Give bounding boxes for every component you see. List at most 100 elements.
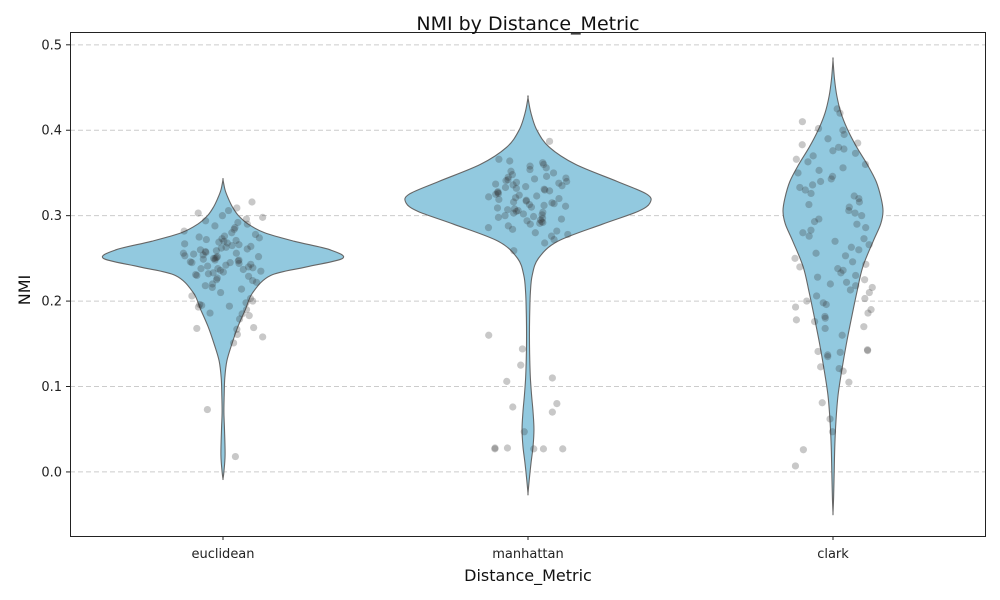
data-point-clark <box>812 249 820 257</box>
data-point-manhattan <box>504 176 512 184</box>
data-point-euclidean <box>180 227 188 235</box>
x-tick-label: clark <box>817 547 849 562</box>
data-point-clark <box>826 415 834 423</box>
data-point-manhattan <box>509 403 517 411</box>
data-point-manhattan <box>519 210 528 218</box>
data-point-manhattan <box>542 172 551 180</box>
data-point-manhattan <box>540 201 548 210</box>
violin-euclidean <box>101 177 345 481</box>
data-point-manhattan <box>510 247 518 255</box>
data-point-manhattan <box>563 177 571 186</box>
data-point-manhattan <box>507 167 515 175</box>
data-point-manhattan <box>485 193 493 201</box>
data-point-clark <box>854 139 862 147</box>
data-point-manhattan <box>503 444 512 452</box>
data-point-clark <box>803 297 811 305</box>
data-point-manhattan <box>546 187 554 195</box>
data-point-euclidean <box>237 285 246 293</box>
data-point-clark <box>845 206 853 215</box>
data-point-euclidean <box>249 264 257 272</box>
data-point-clark <box>863 346 872 354</box>
y-tick-label: 0.2 <box>41 295 62 310</box>
data-point-euclidean <box>199 255 207 263</box>
data-point-euclidean <box>252 278 261 286</box>
data-point-euclidean <box>218 212 227 220</box>
data-point-euclidean <box>235 241 243 249</box>
data-point-clark <box>826 280 834 288</box>
data-point-clark <box>836 348 844 356</box>
data-point-euclidean <box>239 265 247 274</box>
data-point-euclidean <box>243 245 251 253</box>
data-point-manhattan <box>506 157 514 165</box>
data-point-clark <box>798 118 806 126</box>
x-tick-label: manhattan <box>492 547 563 562</box>
data-point-euclidean <box>233 330 241 338</box>
data-point-manhattan <box>530 445 538 453</box>
data-point-euclidean <box>247 242 255 251</box>
x-axis-ticks: euclidean manhattan clark <box>191 536 849 562</box>
data-point-manhattan <box>540 160 548 169</box>
data-point-manhattan <box>542 164 550 172</box>
data-point-clark <box>864 309 872 317</box>
data-point-clark <box>821 314 829 322</box>
data-point-manhattan <box>531 229 539 237</box>
data-point-euclidean <box>249 276 257 285</box>
data-point-euclidean <box>257 267 265 275</box>
data-point-euclidean <box>204 270 213 278</box>
data-point-manhattan <box>508 225 517 233</box>
data-point-euclidean <box>206 309 214 317</box>
data-point-euclidean <box>201 247 210 256</box>
data-point-clark <box>824 351 832 359</box>
data-point-clark <box>851 209 859 217</box>
data-point-clark <box>853 220 861 228</box>
data-point-euclidean <box>220 232 229 240</box>
data-point-euclidean <box>215 238 223 246</box>
data-point-clark <box>846 286 855 294</box>
data-point-euclidean <box>179 249 188 257</box>
data-point-manhattan <box>536 216 545 224</box>
data-point-manhattan <box>539 159 547 167</box>
violin-manhattan <box>404 95 652 496</box>
data-point-clark <box>840 145 848 153</box>
data-point-manhattan <box>520 428 528 436</box>
data-point-manhattan <box>484 224 493 232</box>
data-point-manhattan <box>512 178 521 186</box>
data-point-euclidean <box>247 260 255 268</box>
data-point-clark <box>839 266 847 274</box>
data-point-euclidean <box>198 301 206 309</box>
y-axis-title: NMI <box>15 275 34 306</box>
data-point-euclidean <box>197 265 205 273</box>
data-point-euclidean <box>202 217 210 225</box>
data-point-clark <box>821 324 829 333</box>
data-point-manhattan <box>501 212 509 220</box>
data-point-euclidean <box>235 259 243 268</box>
data-point-clark <box>828 428 837 436</box>
data-point-manhattan <box>545 137 554 145</box>
data-point-clark <box>862 260 870 268</box>
data-point-clark <box>798 141 806 149</box>
data-point-clark <box>801 186 809 194</box>
data-point-clark <box>814 124 823 133</box>
data-point-manhattan <box>557 215 566 223</box>
data-point-clark <box>796 263 804 271</box>
data-point-euclidean <box>226 259 234 267</box>
data-point-clark <box>818 399 826 407</box>
data-point-clark <box>821 312 829 321</box>
data-point-clark <box>811 317 819 326</box>
data-point-manhattan <box>539 208 547 216</box>
data-point-euclidean <box>193 271 201 280</box>
data-point-euclidean <box>230 225 238 233</box>
data-point-clark <box>796 183 804 192</box>
data-point-manhattan <box>494 188 502 196</box>
data-point-euclidean <box>228 241 236 250</box>
data-point-euclidean <box>216 266 224 274</box>
data-point-manhattan <box>548 374 556 382</box>
data-point-euclidean <box>243 220 251 228</box>
data-point-euclidean <box>196 300 204 309</box>
chart-title: NMI by Distance_Metric <box>416 13 639 35</box>
data-point-euclidean <box>259 213 267 221</box>
data-point-manhattan <box>503 377 511 385</box>
data-point-manhattan <box>512 184 520 192</box>
data-point-manhattan <box>538 211 546 219</box>
data-point-euclidean <box>246 294 255 303</box>
